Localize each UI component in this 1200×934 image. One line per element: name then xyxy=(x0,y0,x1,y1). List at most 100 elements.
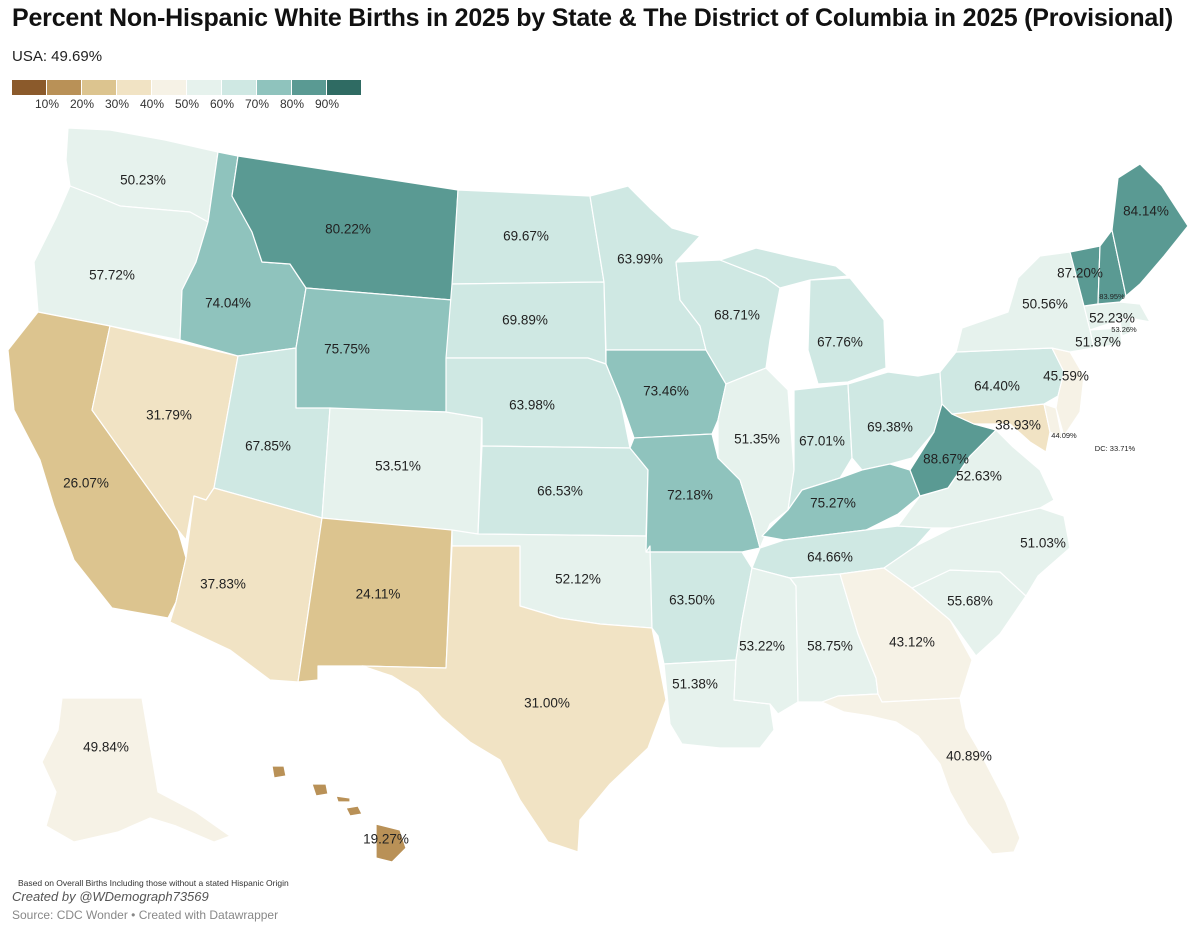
legend-swatch-7 xyxy=(257,80,291,95)
legend-swatch-4 xyxy=(152,80,186,95)
label-california: 26.07% xyxy=(63,476,109,491)
label-georgia: 43.12% xyxy=(889,635,935,650)
footnote: Based on Overall Births Including those … xyxy=(18,878,289,888)
label-oregon: 57.72% xyxy=(89,268,135,283)
source-line: Source: CDC Wonder • Created with Datawr… xyxy=(12,908,279,922)
label-louisiana: 51.38% xyxy=(672,677,718,692)
label-south-carolina: 55.68% xyxy=(947,594,993,609)
label-virginia: 52.63% xyxy=(956,469,1002,484)
label-north-dakota: 69.67% xyxy=(503,229,549,244)
label-nebraska: 63.98% xyxy=(509,398,555,413)
state-michigan-upper[interactable] xyxy=(719,247,849,289)
label-kansas: 66.53% xyxy=(537,484,583,499)
state-arizona[interactable] xyxy=(169,487,323,683)
label-vermont: 87.20% xyxy=(1057,266,1103,281)
label-washington: 50.23% xyxy=(120,173,166,188)
label-illinois: 51.35% xyxy=(734,432,780,447)
label-idaho: 74.04% xyxy=(205,296,251,311)
label-alabama: 58.75% xyxy=(807,639,853,654)
chart-subtitle: USA: 49.69% xyxy=(12,48,103,65)
state-maine[interactable] xyxy=(1111,163,1189,297)
legend-tick: 80% xyxy=(279,97,305,111)
label-florida: 40.89% xyxy=(946,749,992,764)
label-wyoming: 75.75% xyxy=(324,342,370,357)
legend-swatch-9 xyxy=(327,80,361,95)
state-new-hampshire[interactable] xyxy=(1097,229,1127,305)
label-new-mexico: 24.11% xyxy=(356,587,401,602)
label-montana: 80.22% xyxy=(325,222,371,237)
legend-swatch-1 xyxy=(47,80,81,95)
state-hawaii-oahu[interactable] xyxy=(311,783,329,797)
label-colorado: 53.51% xyxy=(375,459,421,474)
label-arizona: 37.83% xyxy=(200,577,246,592)
state-alaska[interactable] xyxy=(41,697,231,843)
state-value-labels: 50.23% 57.72% 26.07% 31.79% 74.04% 80.22… xyxy=(63,173,1169,847)
state-north-carolina[interactable] xyxy=(883,507,1071,597)
chart-title: Percent Non-Hispanic White Births in 202… xyxy=(12,4,1173,32)
legend-tick: 90% xyxy=(314,97,340,111)
label-west-virginia: 88.67% xyxy=(923,452,969,467)
legend-swatch-0 xyxy=(12,80,46,95)
legend-tick: 30% xyxy=(104,97,130,111)
label-ohio: 69.38% xyxy=(867,420,913,435)
label-pennsylvania: 64.40% xyxy=(974,379,1020,394)
state-michigan[interactable] xyxy=(807,277,887,385)
state-hawaii-kauai[interactable] xyxy=(271,765,287,779)
state-hawaii[interactable] xyxy=(375,823,407,863)
label-mississippi: 53.22% xyxy=(739,639,785,654)
state-new-mexico[interactable] xyxy=(297,517,453,683)
legend-swatch-5 xyxy=(187,80,221,95)
label-utah: 67.85% xyxy=(245,439,291,454)
label-north-carolina: 51.03% xyxy=(1020,536,1066,551)
label-missouri: 72.18% xyxy=(667,488,713,503)
label-wisconsin: 68.71% xyxy=(714,308,760,323)
legend-tick: 60% xyxy=(209,97,235,111)
state-connecticut[interactable] xyxy=(1089,327,1123,349)
legend-swatch-3 xyxy=(117,80,151,95)
state-hawaii-molokai[interactable] xyxy=(335,795,351,803)
label-arkansas: 63.50% xyxy=(669,593,715,608)
state-west-virginia[interactable] xyxy=(909,403,997,497)
state-colorado[interactable] xyxy=(321,407,483,535)
state-mississippi[interactable] xyxy=(733,567,799,715)
label-massachusetts: 52.23% xyxy=(1089,311,1135,326)
label-rhode-island: 53.26% xyxy=(1111,325,1137,334)
label-texas: 31.00% xyxy=(524,696,570,711)
label-maryland: 38.93% xyxy=(995,418,1041,433)
legend-tick: 50% xyxy=(174,97,200,111)
label-district-of-columbia: DC: 33.71% xyxy=(1095,444,1136,453)
legend-swatch-8 xyxy=(292,80,326,95)
label-minnesota: 63.99% xyxy=(617,252,663,267)
legend-tick: 20% xyxy=(69,97,95,111)
state-wyoming[interactable] xyxy=(295,287,453,413)
label-iowa: 73.46% xyxy=(643,384,689,399)
state-texas[interactable] xyxy=(361,545,667,853)
state-florida[interactable] xyxy=(821,693,1021,855)
legend-tick: 40% xyxy=(139,97,165,111)
label-oklahoma: 52.12% xyxy=(555,572,601,587)
legend-swatch-2 xyxy=(82,80,116,95)
state-new-jersey[interactable] xyxy=(1051,347,1085,437)
label-new-jersey: 45.59% xyxy=(1043,369,1089,384)
label-nevada: 31.79% xyxy=(146,408,192,423)
label-delaware: 44.09% xyxy=(1051,431,1077,440)
label-new-hampshire: 83.95% xyxy=(1099,292,1125,301)
label-alaska: 49.84% xyxy=(83,740,129,755)
legend-tick: 10% xyxy=(34,97,60,111)
credit-line: Created by @WDemograph73569 xyxy=(12,889,209,904)
state-delaware[interactable] xyxy=(1043,403,1063,439)
label-tennessee: 64.66% xyxy=(807,550,853,565)
label-kentucky: 75.27% xyxy=(810,496,856,511)
legend-tick: 70% xyxy=(244,97,270,111)
state-hawaii-maui[interactable] xyxy=(345,805,363,817)
legend-tick-labels: 10% 20% 30% 40% 50% 60% 70% 80% 90% xyxy=(12,97,362,115)
legend-color-bar xyxy=(12,80,362,95)
label-maine: 84.14% xyxy=(1123,204,1169,219)
label-michigan: 67.76% xyxy=(817,335,863,350)
state-massachusetts[interactable] xyxy=(1083,301,1151,331)
label-connecticut: 51.87% xyxy=(1075,335,1121,350)
legend-swatch-6 xyxy=(222,80,256,95)
label-south-dakota: 69.89% xyxy=(502,313,548,328)
